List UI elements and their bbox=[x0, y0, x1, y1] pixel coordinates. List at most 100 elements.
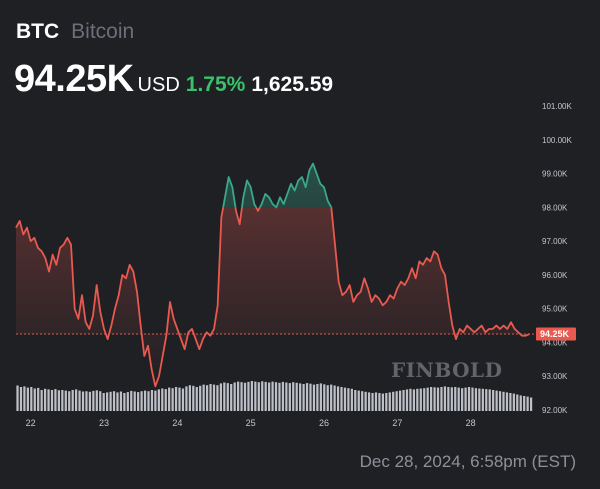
volume-bar bbox=[488, 389, 491, 411]
volume-bar bbox=[268, 382, 271, 411]
volume-bar bbox=[519, 395, 522, 411]
volume-bar bbox=[354, 390, 357, 411]
volume-bar bbox=[240, 382, 243, 411]
price-line-down bbox=[15, 207, 530, 388]
volume-bar bbox=[205, 385, 209, 411]
volume-bar bbox=[492, 390, 495, 411]
area-fill-down bbox=[16, 207, 530, 387]
change-percent: 1.75% bbox=[185, 73, 246, 96]
volume-bar bbox=[461, 388, 464, 411]
volume-bar bbox=[181, 388, 185, 411]
volume-bar bbox=[257, 382, 260, 411]
volume-bar bbox=[236, 381, 240, 411]
y-tick-label: 100.00K bbox=[542, 136, 572, 145]
x-tick-label: 23 bbox=[99, 418, 109, 428]
volume-bar bbox=[74, 389, 78, 411]
volume-bar bbox=[78, 390, 81, 411]
volume-bar bbox=[457, 387, 460, 411]
volume-bar bbox=[133, 391, 136, 411]
volume-bar bbox=[333, 385, 336, 411]
volume-bar bbox=[523, 396, 526, 411]
volume-bar bbox=[416, 388, 419, 411]
volume-bar bbox=[405, 389, 409, 411]
volume-bar bbox=[464, 387, 467, 411]
volume-bar bbox=[164, 389, 167, 411]
volume-bar bbox=[347, 388, 350, 411]
volume-bar bbox=[412, 389, 416, 411]
volume-bar bbox=[40, 390, 43, 411]
volume-bar bbox=[243, 382, 247, 411]
volume-bar bbox=[188, 385, 191, 411]
timestamp: Dec 28, 2024, 6:58pm (EST) bbox=[359, 452, 576, 471]
volume-bar bbox=[61, 390, 64, 411]
volume-bar bbox=[485, 389, 488, 411]
price-row: 94.25K USD 1.75% 1,625.59 bbox=[14, 58, 333, 101]
volume-bar bbox=[433, 387, 436, 411]
volume-bar bbox=[150, 390, 154, 411]
volume-bar bbox=[388, 392, 391, 411]
volume-bar bbox=[16, 385, 19, 411]
volume-bar bbox=[85, 391, 88, 411]
volume-bar bbox=[50, 390, 54, 411]
volume-bar bbox=[209, 384, 212, 411]
price-tag-label: 94.25K bbox=[540, 329, 570, 339]
volume-bar bbox=[157, 389, 160, 411]
volume-bar bbox=[19, 387, 23, 411]
volume-bar bbox=[292, 382, 295, 411]
volume-bar bbox=[278, 382, 281, 411]
current-price: 94.25K bbox=[14, 58, 134, 100]
volume-bar bbox=[230, 384, 233, 411]
volume-bar bbox=[281, 381, 285, 411]
volume-bar bbox=[340, 387, 343, 411]
volume-bar bbox=[81, 391, 85, 411]
volume-bar bbox=[216, 385, 219, 411]
volume-bar bbox=[92, 390, 95, 411]
y-tick-label: 94.00K bbox=[542, 338, 568, 347]
change-absolute: 1,625.59 bbox=[251, 73, 334, 96]
watermark-logo: FINBOLD bbox=[391, 358, 502, 382]
x-tick-label: 25 bbox=[246, 418, 256, 428]
volume-bar bbox=[140, 391, 143, 411]
x-tick-label: 26 bbox=[319, 418, 329, 428]
volume-bar bbox=[161, 388, 164, 411]
volume-bar bbox=[226, 383, 229, 411]
x-tick-label: 24 bbox=[172, 418, 182, 428]
area-fill-up bbox=[223, 163, 332, 208]
volume-bar bbox=[57, 390, 61, 411]
volume-bar bbox=[471, 387, 474, 411]
volume-bar bbox=[516, 394, 519, 411]
volume-bar bbox=[195, 387, 198, 411]
volume-bars bbox=[16, 381, 533, 411]
y-tick-label: 92.00K bbox=[542, 406, 568, 415]
volume-bar bbox=[212, 384, 216, 411]
volume-bar bbox=[130, 390, 133, 411]
volume-bar bbox=[271, 381, 274, 411]
volume-bar bbox=[309, 383, 312, 411]
volume-bar bbox=[409, 388, 412, 411]
volume-bar bbox=[174, 387, 178, 411]
volume-bar bbox=[323, 384, 326, 411]
volume-bar bbox=[374, 392, 378, 411]
volume-bar bbox=[474, 388, 478, 411]
volume-bar bbox=[467, 387, 471, 411]
price-tag-box bbox=[536, 327, 576, 341]
volume-bar bbox=[99, 391, 102, 411]
volume-bar bbox=[223, 382, 226, 411]
volume-bar bbox=[143, 390, 147, 411]
volume-bar bbox=[247, 381, 250, 411]
volume-bar bbox=[495, 390, 498, 411]
volume-bar bbox=[137, 392, 140, 411]
volume-bar bbox=[112, 391, 116, 411]
volume-bar bbox=[361, 391, 364, 411]
symbol-row: BTC Bitcoin bbox=[16, 20, 134, 48]
volume-bar bbox=[119, 391, 123, 411]
volume-bar bbox=[343, 387, 347, 411]
volume-bar bbox=[23, 386, 26, 411]
x-tick-label: 27 bbox=[392, 418, 402, 428]
volume-bar bbox=[498, 391, 502, 411]
y-tick-label: 95.00K bbox=[542, 305, 568, 314]
y-tick-label: 98.00K bbox=[542, 203, 568, 212]
volume-bar bbox=[364, 391, 367, 411]
volume-bar bbox=[116, 392, 119, 411]
price-line-up bbox=[222, 162, 333, 208]
